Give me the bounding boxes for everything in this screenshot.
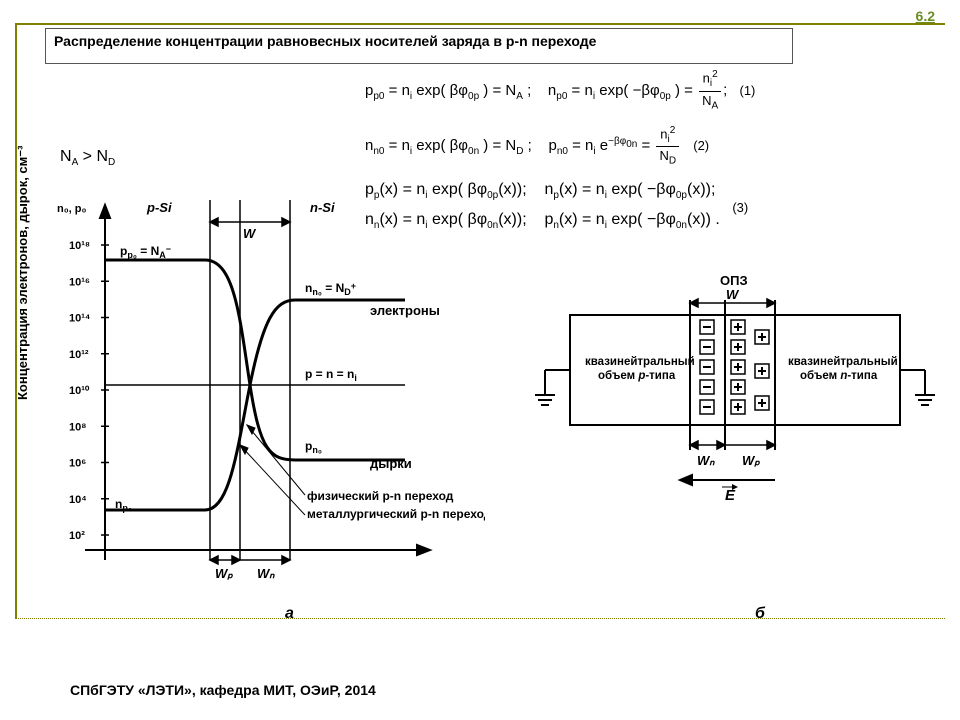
eq1-a: pp0 = ni exp( βφ0p ) = NA ; xyxy=(365,82,531,99)
eq3-b: np(x) = ni exp( −βφ0p(x)); xyxy=(544,181,715,198)
decor-line-bottom xyxy=(15,618,945,619)
svg-text:10¹⁶: 10¹⁶ xyxy=(69,276,90,288)
eq1-frac: ni2 NA xyxy=(699,68,721,114)
svg-text:n-Si: n-Si xyxy=(310,200,335,215)
svg-text:10¹²: 10¹² xyxy=(69,349,89,361)
svg-text:10¹⁸: 10¹⁸ xyxy=(69,240,90,252)
svg-text:квазинейтральный объем: квазинейтральный объем p-типа xyxy=(585,356,698,382)
chart-ylabel: Концентрация электронов, дырок, см⁻³ xyxy=(15,146,31,400)
svg-text:np₀: np₀ xyxy=(115,497,132,513)
eq2-frac: ni2 ND xyxy=(656,124,679,170)
svg-text:металлургический p-n переход: металлургический p-n переход xyxy=(307,507,485,521)
svg-text:Wₙ: Wₙ xyxy=(697,453,715,468)
junction-schematic: ОПЗ W квазинейтральный объем p-типа кваз… xyxy=(530,275,940,535)
concentration-chart: Концентрация электронов, дырок, см⁻³ n₀,… xyxy=(25,200,485,600)
eq2-num: (2) xyxy=(693,137,709,155)
eq1-num: (1) xyxy=(740,82,756,100)
svg-text:W: W xyxy=(243,226,257,241)
decor-line-top xyxy=(15,23,945,25)
footer: СПбГЭТУ «ЛЭТИ», кафедра МИТ, ОЭиР, 2014 xyxy=(70,682,376,698)
svg-text:W: W xyxy=(726,287,740,302)
svg-text:Wₚ: Wₚ xyxy=(742,453,760,468)
svg-text:10⁸: 10⁸ xyxy=(69,421,86,433)
svg-text:дырки: дырки xyxy=(370,456,412,471)
page-title: Распределение концентрации равновесных н… xyxy=(45,28,793,64)
svg-text:pn₀: pn₀ xyxy=(305,439,322,455)
svg-text:10⁴: 10⁴ xyxy=(69,494,87,506)
svg-text:физический p-n переход: физический p-n переход xyxy=(307,489,454,503)
page-number: 6.2 xyxy=(916,8,935,24)
svg-text:p-Si: p-Si xyxy=(146,200,172,215)
svg-text:Wₚ: Wₚ xyxy=(215,566,233,581)
svg-text:ОПЗ: ОПЗ xyxy=(240,200,268,201)
eq3-d: pn(x) = ni exp( −βφ0n(x)) . xyxy=(544,211,719,228)
eq2-b: pn0 = ni e−βφ0n = xyxy=(548,137,650,154)
condition-text: NA > ND xyxy=(60,148,115,168)
svg-text:электроны: электроны xyxy=(370,303,440,318)
sublabel-b: б xyxy=(755,605,765,623)
svg-text:10¹⁴: 10¹⁴ xyxy=(69,313,90,325)
svg-text:pp₀ = NA−: pp₀ = NA− xyxy=(120,244,171,260)
svg-text:E: E xyxy=(725,487,736,504)
svg-text:n₀, p₀: n₀, p₀ xyxy=(57,203,87,215)
svg-text:p = n = ni: p = n = ni xyxy=(305,367,357,383)
svg-text:Wₙ: Wₙ xyxy=(257,566,275,581)
svg-text:квазинейтральный объем: квазинейтральный объем n-типа xyxy=(788,356,901,382)
eq3-a: pp(x) = ni exp( βφ0p(x)); xyxy=(365,181,527,198)
sublabel-a: а xyxy=(285,605,294,623)
svg-text:10¹⁰: 10¹⁰ xyxy=(69,385,90,397)
svg-text:10⁶: 10⁶ xyxy=(69,458,86,470)
svg-text:nn₀ = ND+: nn₀ = ND+ xyxy=(305,281,356,297)
svg-text:10²: 10² xyxy=(69,530,85,542)
eq3-num: (3) xyxy=(732,199,748,217)
eq2-a: nn0 = ni exp( βφ0n ) = ND ; xyxy=(365,137,532,154)
eq1-b: np0 = ni exp( −βφ0p ) = xyxy=(548,82,693,99)
